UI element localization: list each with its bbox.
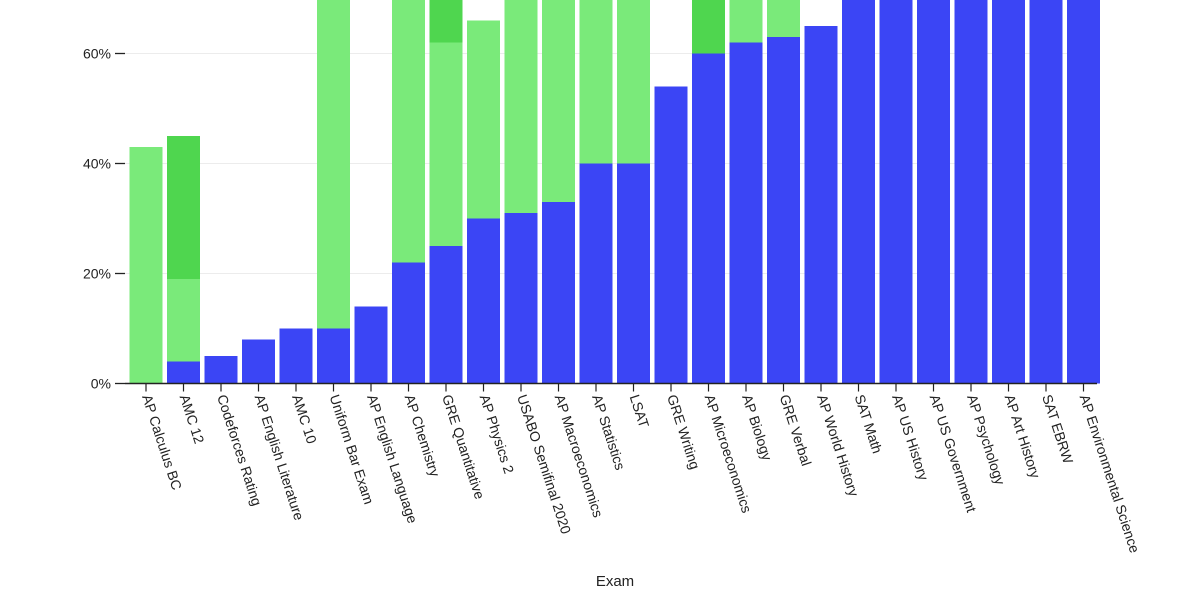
bar-dark-green [167,136,200,279]
bar-stack [317,0,350,384]
y-tick-label: 40% [83,156,111,172]
x-tick-label: AP Environmental Science [1077,392,1143,555]
bar-stack [504,0,538,384]
x-tick-label: AP Statistics [589,392,628,471]
bar-light-green [392,0,425,263]
bar-blue [1029,0,1063,384]
bar-blue [804,26,838,384]
bar-stack [542,0,575,384]
bar-stack [129,147,163,384]
bar-stack [392,0,425,384]
bar-stack [1067,0,1100,384]
x-tick-label: AP Chemistry [402,392,444,478]
bar-blue [1067,0,1100,384]
y-tick-label: 60% [83,46,111,62]
x-tick-label: AMC 12 [177,392,208,445]
bar-light-green [504,0,538,214]
bar-blue [654,86,688,384]
bar-light-green [617,0,650,164]
x-tick-label: AMC 10 [289,392,320,445]
bar-light-green [429,42,463,246]
bar-stack [804,26,838,384]
bar-light-green [467,20,500,219]
bar-blue [167,361,200,384]
bar-stack [992,0,1025,384]
bar-blue [954,0,988,384]
bar-stack [879,0,913,384]
bar-stack [842,0,875,384]
bar-stack [579,0,613,384]
x-axis-title: Exam [596,573,634,590]
bar-blue [579,163,613,384]
bar-blue [392,262,425,384]
bar-blue [542,202,575,384]
bar-stack [954,0,988,384]
x-tick-label: LSAT [627,392,653,430]
bar-blue [317,328,350,384]
bar-light-green [579,0,613,164]
bar-blue [692,53,725,384]
bar-blue [617,163,650,384]
bar-blue [729,42,763,384]
bar-stack [729,0,763,384]
x-tick-label: SAT Math [852,392,886,455]
bar-light-green [317,0,350,329]
bar-stack [692,0,725,384]
bar-dark-green [692,0,725,54]
x-tick-label: GRE Writing [664,392,703,471]
bar-blue [879,0,913,384]
bar-blue [992,0,1025,384]
x-tick-label: AP Art History [1002,392,1044,480]
x-tick-label: AP Physics 2 [477,392,518,475]
x-tick-label: AP World History [814,392,862,498]
bar-stack [1029,0,1063,384]
bar-stack [654,86,688,384]
x-tick-label: GRE Verbal [777,392,815,467]
bar-blue [242,339,275,384]
x-tick-label: AP Psychology [964,392,1008,486]
bar-light-green [129,147,163,384]
bar-light-green [542,0,575,203]
bar-stack [242,339,275,384]
bar-blue [204,356,238,384]
y-axis: 0% 20% 40% 60% [83,46,125,392]
bar-blue [504,213,538,384]
bar-blue [767,37,800,384]
bar-light-green [729,0,763,43]
bar-stack [617,0,650,384]
bar-stack [917,0,950,384]
bars [129,0,1100,384]
bar-stack [204,356,238,384]
bar-stack [279,328,313,384]
bar-blue [429,246,463,384]
y-tick-label: 0% [91,376,111,392]
bar-blue [467,218,500,384]
bar-blue [842,0,875,384]
y-tick-label: 20% [83,266,111,282]
x-tick-label: SAT EBRW [1039,392,1077,466]
x-tick-label: AP US History [889,392,932,482]
bar-blue [279,328,313,384]
x-tick-label: AP Calculus BC [139,392,185,491]
bar-stack [767,0,800,384]
bar-stack [429,0,463,384]
bar-stack [167,136,200,384]
bar-stack [467,20,500,384]
bar-light-green [767,0,800,38]
bar-blue [354,306,388,384]
x-tick-label: AP Biology [739,392,775,462]
bar-dark-green [429,0,463,43]
bar-stack [354,306,388,384]
bar-blue [917,0,950,384]
bar-light-green [167,279,200,362]
